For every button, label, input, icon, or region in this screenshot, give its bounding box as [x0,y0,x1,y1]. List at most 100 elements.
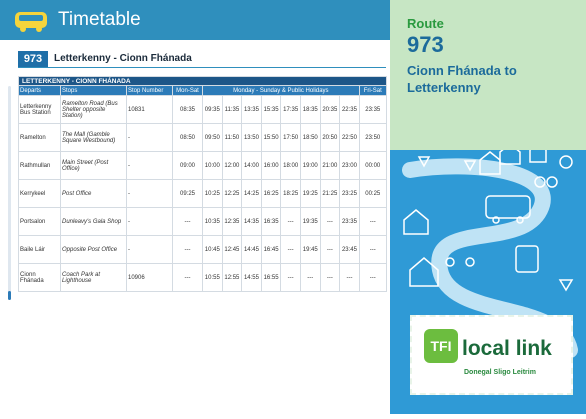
time-cell: 16:55 [260,263,282,292]
time-cell: 12:45 [221,235,243,264]
time-cell: 23:35 [358,95,387,124]
time-cell: --- [319,207,341,236]
table-row: Ramelton The Mall (Gamble Square Westboun… [18,123,387,152]
column-header: Departs [18,85,61,96]
stop-number-cell: - [126,123,173,152]
time-cell: --- [358,207,387,236]
time-cell: 19:00 [299,151,321,180]
header-bar: Timetable [0,0,390,40]
time-cell: 16:35 [260,207,282,236]
page-title: Timetable [58,9,141,30]
time-cell: 08:50 [172,123,203,152]
time-cell: 11:35 [221,95,243,124]
timetable: LETTERKENNY - CIONN FHÁNADA Departs Stops… [18,76,387,292]
time-cell: 10:35 [202,207,223,236]
time-cell: 09:25 [172,179,203,208]
column-header: Mon-Sat [172,85,203,96]
time-cell: 10:25 [202,179,223,208]
stop-number-cell: - [126,151,173,180]
time-cell: --- [319,235,341,264]
time-cell: 19:35 [299,207,321,236]
time-cell: 23:50 [358,123,387,152]
table-title: LETTERKENNY - CIONN FHÁNADA [18,76,387,86]
side-direction: Cionn Fhánada to Letterkenny [407,63,517,95]
time-cell: 16:00 [260,151,282,180]
time-cell: 10:55 [202,263,223,292]
departs-cell: Ramelton [18,123,61,152]
time-cell: 18:25 [280,179,301,208]
time-cell: 22:35 [339,95,360,124]
column-header: Monday - Sunday & Public Holidays [202,85,360,96]
time-cell: 17:35 [280,95,301,124]
time-cell: 09:35 [202,95,223,124]
time-cell: --- [319,263,341,292]
time-cell: 11:50 [221,123,243,152]
time-cell: 09:00 [172,151,203,180]
departs-cell: Letterkenny Bus Station [18,95,61,124]
time-cell: 10:45 [202,235,223,264]
route-name: Letterkenny - Cionn Fhánada [54,53,192,64]
time-cell: 18:00 [280,151,301,180]
time-cell: 00:25 [358,179,387,208]
stop-number-cell: - [126,235,173,264]
bus-icon [15,12,47,32]
time-cell: 14:45 [241,235,262,264]
time-cell: --- [339,263,360,292]
stop-cell: Opposite Post Office [60,235,127,264]
time-cell: 20:35 [319,95,341,124]
time-cell: 18:35 [299,95,321,124]
table-row: Cionn Fhánada Coach Park at Lighthouse 109… [18,263,387,292]
illustration [402,143,578,358]
time-cell: 00:00 [358,151,387,180]
time-cell: --- [358,235,387,264]
table-row: Portsalon Dunleavy's Gala Shop - --- 10:35 12… [18,207,387,236]
time-cell: 19:45 [299,235,321,264]
time-cell: 17:50 [280,123,301,152]
time-cell: 19:25 [299,179,321,208]
scroll-thumb[interactable] [8,291,11,300]
time-cell: 12:00 [221,151,243,180]
column-header: Fri-Sat [358,85,387,96]
stop-number-cell: - [126,179,173,208]
time-cell: 13:35 [241,95,262,124]
time-cell: --- [172,207,203,236]
stop-number-cell: 10906 [126,263,173,292]
time-cell: 13:50 [241,123,262,152]
stop-cell: The Mall (Gamble Square Westbound) [60,123,127,152]
time-cell: 10:00 [202,151,223,180]
table-row: Rathmullan Main Street (Post Office) -09:0… [18,151,387,180]
time-cell: 14:35 [241,207,262,236]
time-cell: 23:35 [339,207,360,236]
stop-cell: Main Street (Post Office) [60,151,127,180]
departs-cell: Portsalon [18,207,61,236]
logo: TFI local link Donegal Sligo Leitrim [410,315,573,395]
time-cell: 09:50 [202,123,223,152]
time-cell: --- [358,263,387,292]
logo-regions: Donegal Sligo Leitrim [464,369,536,376]
time-cell: 16:25 [260,179,282,208]
side-label: Route [407,16,444,31]
time-cell: --- [172,263,203,292]
stop-cell: Coach Park at Lighthouse [60,263,127,292]
stop-number-cell: 10831 [126,95,173,124]
time-cell: 14:55 [241,263,262,292]
logo-brand: local link [462,337,552,360]
time-cell: 15:35 [260,95,282,124]
time-cell: 12:35 [221,207,243,236]
table-row: Kerrykeel Post Office -09:25 10:25 12:25 14:2… [18,179,387,208]
route-number: 973 [18,51,48,67]
time-cell: 23:25 [339,179,360,208]
stop-cell: Post Office [60,179,127,208]
time-cell: 22:50 [339,123,360,152]
stop-number-cell: - [126,207,173,236]
time-cell: 23:45 [339,235,360,264]
time-cell: 23:00 [339,151,360,180]
time-cell: 15:50 [260,123,282,152]
column-header: Stop Number [126,85,173,96]
scrollbar[interactable] [8,86,11,300]
time-cell: 12:25 [221,179,243,208]
column-header: Stops [60,85,127,96]
time-cell: 14:25 [241,179,262,208]
table-row: Letterkenny Bus Station Ramelton Road (Bu… [18,95,387,124]
